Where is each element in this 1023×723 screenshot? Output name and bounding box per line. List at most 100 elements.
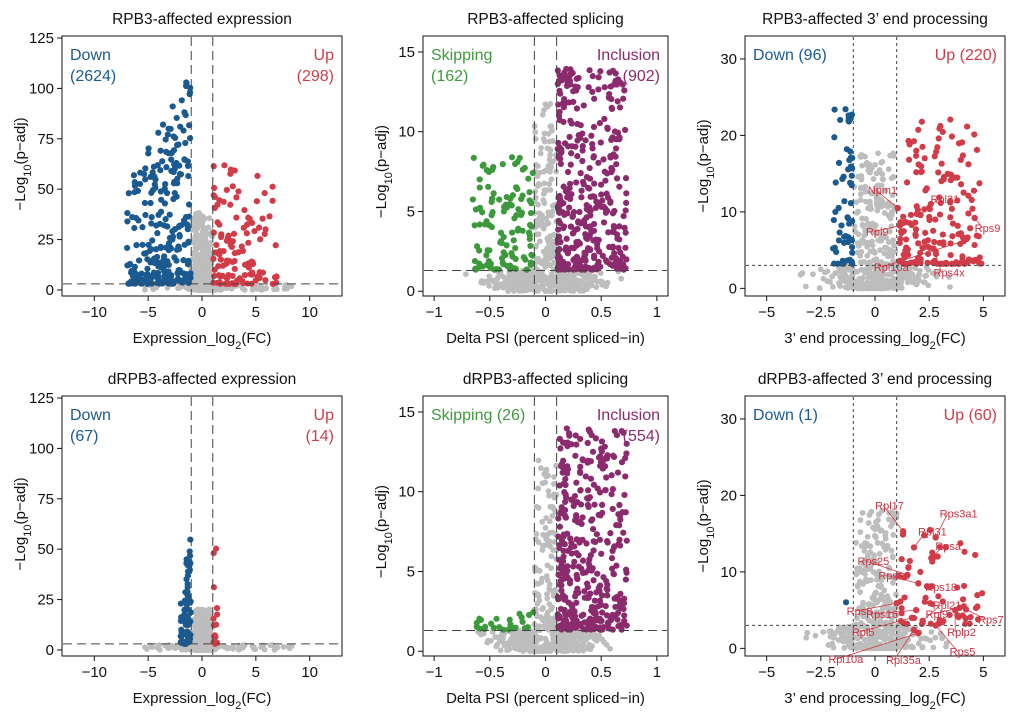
point-down	[502, 201, 510, 208]
gene-leader-line	[882, 505, 904, 532]
point-up	[622, 229, 629, 236]
point-down	[186, 122, 193, 129]
point-up	[577, 263, 584, 270]
point-up	[973, 146, 981, 154]
point-up	[554, 254, 561, 261]
point-up	[578, 194, 585, 201]
point-up	[573, 514, 580, 521]
point-up	[556, 435, 563, 442]
point-up	[223, 186, 230, 194]
point-up	[572, 624, 579, 631]
point-ns	[198, 282, 204, 289]
y-axis-label: −Log10(p−adj)	[373, 485, 395, 578]
point-down	[177, 171, 185, 178]
point-up	[613, 175, 621, 182]
point-down	[849, 249, 856, 256]
point-up	[571, 558, 578, 565]
point-down	[182, 139, 189, 147]
point-ns	[860, 643, 867, 650]
point-ns	[830, 283, 836, 290]
point-ns	[544, 595, 551, 602]
x-tick-label: −2.5	[806, 664, 836, 681]
x-axis-label: Delta PSI (percent spliced−in)	[446, 690, 645, 707]
point-up	[616, 223, 623, 230]
gene-leader-line	[836, 632, 919, 660]
point-ns	[539, 480, 546, 487]
point-down	[174, 275, 182, 282]
point-up	[623, 440, 630, 447]
point-up	[573, 75, 580, 82]
point-down	[126, 280, 133, 287]
point-ns	[862, 227, 869, 234]
point-ns	[201, 234, 208, 241]
point-up	[582, 231, 589, 238]
point-ns	[285, 643, 292, 650]
point-down	[522, 256, 529, 263]
point-ns	[543, 167, 550, 173]
point-ns	[537, 238, 543, 245]
point-ns	[546, 156, 553, 163]
point-ns	[553, 168, 560, 175]
y-tick-label: 30	[720, 411, 737, 428]
point-down	[170, 280, 177, 287]
point-up	[595, 74, 602, 81]
point-ns	[201, 636, 208, 643]
point-ns	[550, 622, 556, 629]
point-ns	[194, 218, 201, 224]
point-up	[905, 251, 912, 258]
x-axis-label: Delta PSI (percent spliced−in)	[446, 330, 645, 347]
point-ns	[887, 271, 894, 277]
point-down	[162, 181, 169, 188]
point-ns	[486, 282, 492, 289]
point-ns	[884, 612, 891, 619]
point-up	[568, 150, 575, 157]
point-down	[512, 244, 519, 252]
point-up	[608, 104, 615, 111]
point-ns	[870, 176, 877, 182]
point-up	[598, 448, 605, 455]
point-up	[572, 87, 580, 94]
point-up	[568, 550, 575, 557]
point-down	[528, 223, 535, 230]
point-ns	[868, 190, 875, 197]
point-ns	[857, 633, 864, 640]
point-down	[136, 180, 144, 188]
point-ns	[548, 254, 555, 261]
point-ns	[532, 188, 539, 195]
gene-label: Rps18	[925, 582, 957, 594]
point-down	[523, 266, 530, 273]
point-ns	[891, 242, 897, 249]
point-ns	[889, 553, 896, 560]
point-down	[148, 214, 155, 221]
point-up	[934, 144, 941, 151]
point-up	[217, 256, 225, 263]
point-up	[560, 99, 567, 106]
point-up	[269, 197, 276, 204]
y-tick-label: 15	[398, 404, 415, 421]
point-ns	[886, 228, 893, 235]
point-up	[582, 249, 589, 257]
point-ns	[866, 223, 872, 230]
point-up	[611, 453, 618, 461]
point-up	[905, 156, 913, 163]
point-up	[959, 256, 966, 263]
point-ns	[203, 644, 210, 651]
point-up	[912, 226, 920, 233]
y-tick-label: 50	[37, 541, 54, 558]
point-ns	[882, 546, 889, 553]
point-ns	[896, 640, 903, 647]
point-ns	[857, 283, 863, 290]
point-up	[596, 248, 603, 255]
point-up	[220, 198, 227, 205]
point-ns	[281, 285, 288, 292]
point-up	[623, 190, 630, 197]
point-ns	[489, 277, 496, 284]
point-up	[210, 584, 217, 591]
point-up	[555, 101, 562, 108]
point-ns	[907, 265, 913, 271]
point-down	[177, 639, 184, 646]
point-down	[178, 626, 185, 633]
point-ns	[540, 136, 547, 142]
point-ns	[857, 529, 864, 536]
point-up	[576, 208, 583, 216]
